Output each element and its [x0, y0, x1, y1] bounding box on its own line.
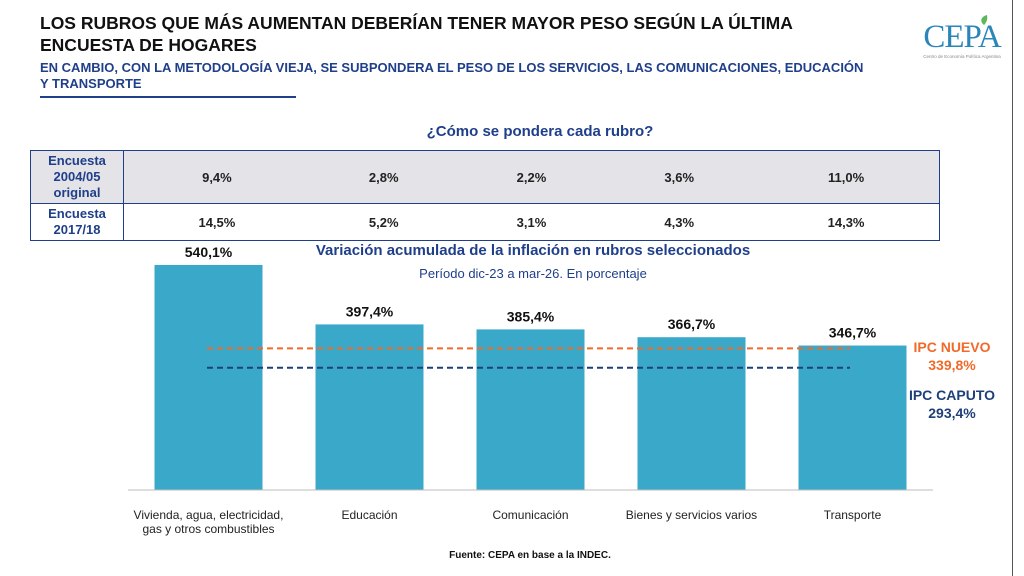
- table-cell: 14,3%: [753, 203, 941, 241]
- table-row: Encuesta 2004/05 original 9,4% 2,8% 2,2%…: [30, 150, 941, 204]
- weights-table: Encuesta 2004/05 original 9,4% 2,8% 2,2%…: [30, 150, 941, 241]
- bar-value-label: 346,7%: [829, 325, 877, 341]
- source-note: Fuente: CEPA en base a la INDEC.: [449, 550, 611, 561]
- reference-line-name: IPC NUEVO: [913, 339, 990, 355]
- x-tick-label: Educación: [341, 508, 397, 522]
- bar: [637, 337, 746, 490]
- row-label: Encuesta 2017/18: [30, 203, 124, 241]
- x-tick-label: Transporte: [824, 508, 882, 522]
- x-tick-label: Comunicación: [492, 508, 568, 522]
- table-row: Encuesta 2017/18 14,5% 5,2% 3,1% 4,3% 14…: [30, 203, 941, 241]
- table-cell: 3,6%: [605, 150, 754, 204]
- bar-value-label: 366,7%: [668, 316, 716, 332]
- page-title: LOS RUBROS QUE MÁS AUMENTAN DEBERÍAN TEN…: [40, 13, 793, 55]
- table-cell: 2,2%: [457, 150, 606, 204]
- reference-line-value: 339,8%: [928, 357, 976, 373]
- table-cell: 14,5%: [123, 203, 310, 241]
- table-cell: 2,8%: [309, 150, 458, 204]
- page-subtitle: EN CAMBIO, CON LA METODOLOGÍA VIEJA, SE …: [40, 60, 864, 91]
- bar: [798, 345, 907, 490]
- logo-tagline: Centro de Economía Política Argentina: [923, 54, 1001, 59]
- x-tick-label: gas y otros combustibles: [142, 522, 274, 536]
- leaf-icon: [981, 15, 988, 25]
- bar: [315, 324, 424, 490]
- table-cell: 9,4%: [123, 150, 310, 204]
- chart-title: Variación acumulada de la inflación en r…: [315, 242, 751, 259]
- row-label: Encuesta 2004/05 original: [30, 150, 124, 204]
- bar: [154, 264, 263, 490]
- bar-value-label: 397,4%: [346, 303, 394, 319]
- chart-subtitle: Período dic-23 a mar-26. En porcentaje: [419, 266, 647, 281]
- table-cell: 11,0%: [753, 150, 941, 204]
- reference-line-value: 293,4%: [928, 405, 976, 421]
- table-cell: 5,2%: [309, 203, 458, 241]
- cepa-logo: CEPA Centro de Economía Política Argenti…: [922, 20, 1002, 60]
- weights-table-title: ¿Cómo se pondera cada rubro?: [426, 123, 654, 140]
- bar: [476, 329, 585, 490]
- bar-value-label: 385,4%: [507, 308, 555, 324]
- title-underline: [40, 96, 296, 98]
- x-tick-label: Vivienda, agua, electricidad,: [134, 508, 284, 522]
- table-cell: 3,1%: [457, 203, 606, 241]
- logo-wordmark: CEPA: [923, 19, 1001, 55]
- x-tick-label: Bienes y servicios varios: [626, 508, 757, 522]
- bar-value-label: 540,1%: [185, 244, 233, 260]
- table-cell: 4,3%: [605, 203, 754, 241]
- reference-line-name: IPC CAPUTO: [909, 387, 995, 403]
- right-border-line: [1012, 0, 1013, 576]
